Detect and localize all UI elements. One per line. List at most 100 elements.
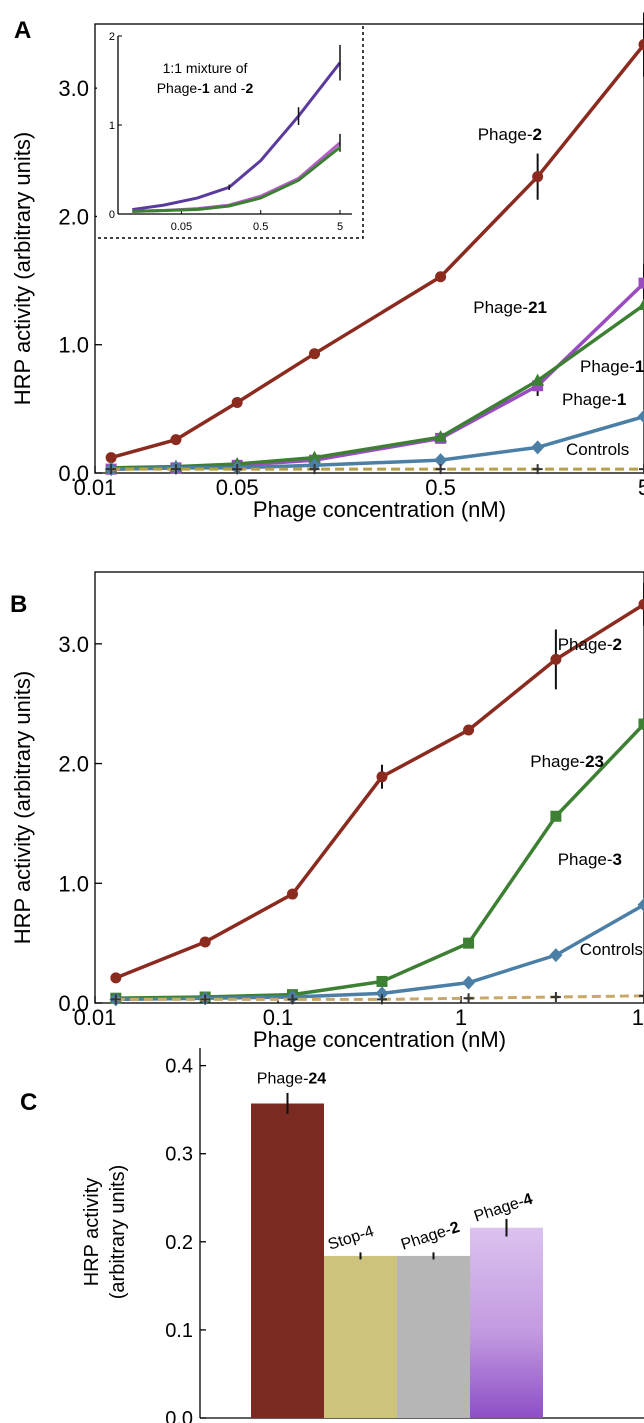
series-2 xyxy=(104,297,644,473)
inset-y-tick-label: 2 xyxy=(109,31,115,43)
series-label: Phage-2 xyxy=(478,125,542,144)
data-point xyxy=(637,897,644,912)
inset-y-tick-label: 0 xyxy=(109,209,115,221)
bar-label: Phage-2 xyxy=(399,1219,462,1254)
data-point xyxy=(200,994,211,1005)
series-label: Controls xyxy=(580,940,643,959)
panel-c: C 0.0 0.1 0.2 0.3 0.4 HRP activity (arbitrary … xyxy=(20,1048,644,1423)
data-point xyxy=(463,993,474,1004)
data-point xyxy=(170,464,181,475)
panel-a-letter: A xyxy=(14,17,31,44)
series-label-bold: 23 xyxy=(585,752,604,771)
y-axis-label: HRP activity (arbitrary units) xyxy=(10,132,35,405)
series-label: Phage-12 xyxy=(580,357,644,376)
inset-y-tick-label: 1 xyxy=(109,120,115,132)
series-label-text: Controls xyxy=(566,440,629,459)
bar-label: Phage-24 xyxy=(257,1071,326,1088)
series-label: Controls xyxy=(566,440,629,459)
inset-background xyxy=(97,26,363,238)
bar xyxy=(470,1227,543,1418)
series-label-text: Phage- xyxy=(478,125,533,144)
bar-label-text: Phage- xyxy=(472,1193,526,1225)
bar-label-bold: 24 xyxy=(308,1071,326,1088)
series-label-bold: 3 xyxy=(613,850,622,869)
inset-note-line1: 1:1 mixture of xyxy=(163,60,248,76)
data-point xyxy=(638,718,644,730)
panel-a: A 0.0 1.0 2.0 3.0 0.01 0.05 0.5 5 Phage concentr… xyxy=(10,12,644,522)
series-label-text: Phage- xyxy=(558,850,613,869)
data-point xyxy=(549,948,563,963)
data-point xyxy=(637,297,644,310)
series-label-text: Phage- xyxy=(530,752,585,771)
data-point xyxy=(638,277,644,289)
series-label-bold: 2 xyxy=(613,635,622,654)
y-tick-label: 0.0 xyxy=(58,991,89,1016)
series-3 xyxy=(104,409,644,477)
panel-c-plot-area: 0.0 0.1 0.2 0.3 0.4 HRP activity (arbitrary un… xyxy=(81,1048,644,1423)
bar xyxy=(397,1255,470,1418)
series-0 xyxy=(105,12,644,464)
series-1 xyxy=(105,263,644,475)
data-point xyxy=(532,464,543,475)
data-point xyxy=(309,348,321,360)
data-point xyxy=(463,937,475,949)
series-label: Phage-23 xyxy=(530,752,604,771)
data-point xyxy=(170,434,182,446)
data-point xyxy=(639,464,644,475)
data-point xyxy=(199,936,211,948)
series-line xyxy=(115,602,644,980)
series-0 xyxy=(110,582,644,984)
series-label-bold: 2 xyxy=(533,125,542,144)
x-tick-label: 0.1 xyxy=(263,1005,294,1030)
x-axis-label: Phage concentration (nM) xyxy=(253,497,506,522)
panel-c-letter: C xyxy=(20,1089,37,1116)
inset-note-part: 1 xyxy=(202,80,210,96)
data-point xyxy=(376,994,387,1005)
bar xyxy=(324,1255,397,1418)
data-point xyxy=(376,975,388,987)
panel-b: B 0.0 1.0 2.0 3.0 0.01 0.1 1 10 Phage concentrat… xyxy=(10,571,644,1052)
series-label-text: Phage- xyxy=(580,357,635,376)
bar-label: Stop-4 xyxy=(326,1223,376,1254)
y-axis-label-line1: HRP activity xyxy=(81,1178,103,1287)
panel-b-plot-area: 0.0 1.0 2.0 3.0 0.01 0.1 1 10 Phage concentratio… xyxy=(10,571,644,1052)
panel-a-plot-area: 0.0 1.0 2.0 3.0 0.01 0.05 0.5 5 Phage concentrat… xyxy=(10,12,644,522)
data-point xyxy=(110,994,121,1005)
inset-x-tick-label: 0.5 xyxy=(253,221,268,233)
y-axis-label: HRP activity (arbitrary units) xyxy=(10,671,35,944)
series-label: Phage-1 xyxy=(562,390,626,409)
data-point xyxy=(462,975,476,990)
data-point xyxy=(531,440,545,455)
data-point xyxy=(532,171,544,183)
inset-note-part: 2 xyxy=(245,80,253,96)
series-label-bold: 1 xyxy=(617,390,626,409)
data-point xyxy=(463,724,475,736)
series-label-text: Phage- xyxy=(562,390,617,409)
data-point xyxy=(231,396,243,408)
data-point xyxy=(434,430,448,443)
series-label-text: Controls xyxy=(580,940,643,959)
data-point xyxy=(308,450,322,463)
y-tick-label: 0.2 xyxy=(165,1232,193,1254)
plot-frame xyxy=(94,571,644,1004)
bar-label-text: Phage- xyxy=(399,1222,453,1254)
y-tick-label: 1.0 xyxy=(58,333,89,358)
data-point xyxy=(105,452,117,464)
x-tick-label: 0.01 xyxy=(74,475,117,500)
inset-note-part: Phage- xyxy=(157,80,202,96)
data-point xyxy=(110,972,122,984)
data-point xyxy=(638,598,644,610)
y-tick-label: 0.3 xyxy=(165,1144,193,1166)
y-tick-label: 3.0 xyxy=(58,76,89,101)
plot-frame xyxy=(94,23,644,474)
bar-label-text: Phage- xyxy=(257,1071,309,1088)
series-2 xyxy=(109,897,644,1007)
y-tick-label: 0.0 xyxy=(58,461,89,486)
series-label: Phage-21 xyxy=(473,298,547,317)
y-tick-label: 2.0 xyxy=(58,204,89,229)
data-point xyxy=(287,994,298,1005)
bar xyxy=(251,1103,324,1418)
data-point xyxy=(106,464,117,475)
